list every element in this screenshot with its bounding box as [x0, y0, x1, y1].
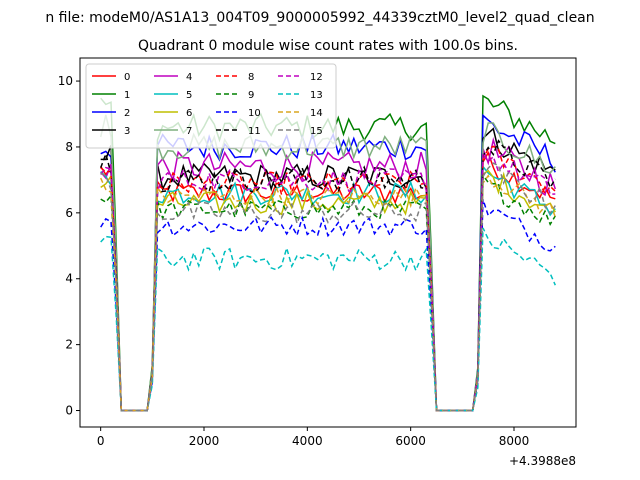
series-line-10: [100, 199, 556, 412]
x-tick-label: 0: [97, 434, 105, 448]
legend-label: 15: [310, 126, 323, 137]
legend-label: 7: [186, 126, 192, 137]
axes-frame: [79, 57, 577, 428]
series-line-6: [100, 169, 556, 412]
y-tick-label: 6: [65, 206, 73, 220]
legend-label: 11: [248, 126, 261, 137]
legend-label: 5: [186, 90, 192, 101]
legend-label: 10: [248, 108, 261, 119]
legend-label: 1: [124, 90, 130, 101]
legend-label: 8: [248, 72, 254, 83]
legend-label: 2: [124, 108, 130, 119]
y-tick-label: 10: [58, 74, 73, 88]
legend-label: 0: [124, 72, 130, 83]
x-tick-label: 6000: [395, 434, 426, 448]
legend-label: 14: [310, 108, 323, 119]
legend-box: [85, 63, 337, 149]
legend-label: 4: [186, 72, 192, 83]
y-tick-label: 0: [65, 404, 73, 418]
legend-label: 6: [186, 108, 192, 119]
series-line-11: [99, 139, 556, 412]
y-tick-label: 4: [65, 272, 73, 286]
x-tick-label: 8000: [499, 434, 530, 448]
x-offset-label: +4.3988e8: [509, 454, 576, 468]
figure-suptitle: n file: modeM0/AS1A13_004T09_9000005992_…: [45, 10, 594, 26]
series-line-14: [100, 174, 557, 412]
series-line-8: [100, 145, 556, 412]
legend-label: 3: [124, 126, 130, 137]
series-line-13: [100, 227, 556, 412]
x-tick-label: 4000: [292, 434, 323, 448]
x-tick-label: 2000: [189, 434, 220, 448]
y-tick-label: 8: [65, 140, 73, 154]
legend-label: 13: [310, 90, 323, 101]
series-line-5: [100, 164, 556, 412]
series-line-15: [100, 162, 556, 412]
legend-label: 9: [248, 90, 254, 101]
chart-title: Quadrant 0 module wise count rates with …: [138, 38, 518, 54]
legend-label: 12: [310, 72, 323, 83]
y-tick-label: 2: [65, 338, 73, 352]
